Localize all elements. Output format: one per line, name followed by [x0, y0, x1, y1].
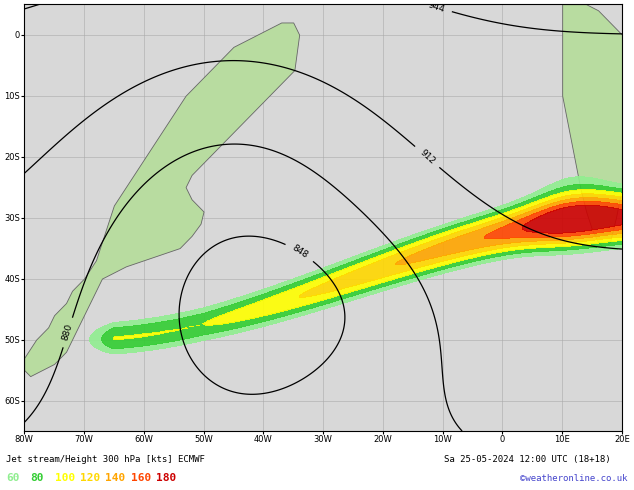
Text: 80: 80: [30, 473, 44, 483]
Text: 140: 140: [105, 473, 126, 483]
Text: 912: 912: [418, 148, 437, 166]
Text: 160: 160: [131, 473, 151, 483]
Text: Sa 25-05-2024 12:00 UTC (18+18): Sa 25-05-2024 12:00 UTC (18+18): [444, 455, 611, 464]
Text: 180: 180: [156, 473, 176, 483]
Text: 880: 880: [61, 323, 75, 342]
Text: Jet stream/Height 300 hPa [kts] ECMWF: Jet stream/Height 300 hPa [kts] ECMWF: [6, 455, 205, 464]
Text: 944: 944: [427, 0, 446, 14]
Text: 848: 848: [290, 244, 309, 261]
Text: ©weatheronline.co.uk: ©weatheronline.co.uk: [520, 474, 628, 483]
Text: 60: 60: [6, 473, 20, 483]
Text: 120: 120: [80, 473, 100, 483]
Text: 100: 100: [55, 473, 75, 483]
